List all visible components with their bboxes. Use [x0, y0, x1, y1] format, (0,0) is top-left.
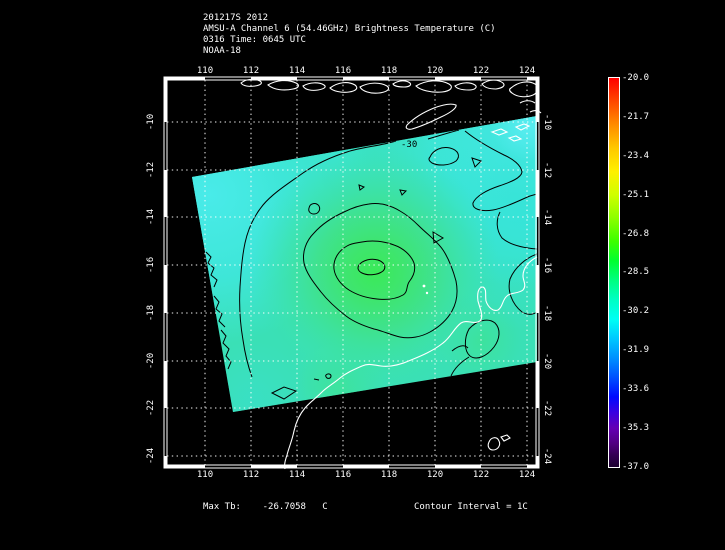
- lon-tick-label: 122: [472, 66, 490, 76]
- lat-tick-label: -24: [542, 447, 552, 465]
- colorbar-tick-label: -28.5: [622, 267, 650, 277]
- graticule: [167, 80, 536, 465]
- lon-tick-label: 116: [334, 470, 352, 480]
- title-orbit-time: 0316 Time: 0645 UTC: [203, 35, 306, 45]
- title-satellite: NOAA-18: [203, 46, 241, 56]
- lat-tick-label: -12: [146, 161, 156, 179]
- colorbar-tick-label: -31.9: [622, 345, 650, 355]
- colorbar-tick-label: -20.0: [622, 73, 650, 83]
- lon-tick-label: 112: [242, 66, 260, 76]
- lat-tick-label: -16: [146, 256, 156, 274]
- contour-29: [303, 203, 458, 339]
- colorbar-tick-label: -23.4: [622, 151, 650, 161]
- lat-tick-label: -22: [542, 399, 552, 417]
- colorbar-tick-label: -33.6: [622, 384, 650, 394]
- coast-timor: [405, 103, 457, 130]
- colorbar-tick-label: -21.7: [622, 112, 650, 122]
- contour-label-30: -30: [401, 140, 417, 150]
- lon-tick-label: 124: [518, 470, 536, 480]
- colorbar-tick-label: -26.8: [622, 229, 650, 239]
- lat-tick-label: -14: [542, 208, 552, 226]
- swath-edge-serration: [205, 251, 218, 288]
- colorbar-tick-label: -25.1: [622, 190, 650, 200]
- title-storm-id: 201217S 2012: [203, 13, 269, 23]
- lon-tick-label: 110: [196, 470, 214, 480]
- title-channel: AMSU-A Channel 6 (54.46GHz) Brightness T…: [203, 24, 496, 34]
- lon-tick-label: 118: [380, 470, 398, 480]
- coastlines: [240, 78, 542, 470]
- contour-28: [333, 240, 416, 300]
- lat-tick-label: -20: [542, 352, 552, 370]
- lat-tick-label: -14: [146, 208, 156, 226]
- contour-27: [357, 258, 386, 276]
- colorbar: [608, 77, 620, 468]
- lon-tick-label: 112: [242, 470, 260, 480]
- lat-tick-label: -18: [146, 304, 156, 322]
- lon-tick-label: 110: [196, 66, 214, 76]
- colorbar-tick-label: -30.2: [622, 306, 650, 316]
- colorbar-tick-label: -37.0: [622, 462, 650, 472]
- lon-tick-label: 116: [334, 66, 352, 76]
- lat-tick-label: -20: [146, 352, 156, 370]
- colorbar-tick-label: -35.3: [622, 423, 650, 433]
- lon-tick-label: 114: [288, 66, 306, 76]
- max-tb-text: Max Tb: -26.7058 C: [203, 502, 328, 512]
- lon-tick-label: 120: [426, 66, 444, 76]
- map-frame: [163, 76, 540, 469]
- lat-tick-label: -18: [542, 304, 552, 322]
- lat-tick-label: -22: [146, 399, 156, 417]
- lat-tick-label: -10: [542, 113, 552, 131]
- lon-tick-label: 120: [426, 470, 444, 480]
- contour-30-east: [427, 129, 460, 140]
- lat-tick-label: -16: [542, 256, 552, 274]
- lon-tick-label: 118: [380, 66, 398, 76]
- lon-tick-label: 124: [518, 66, 536, 76]
- lon-tick-label: 114: [288, 470, 306, 480]
- coast-australia: [284, 256, 538, 470]
- lat-tick-label: -12: [542, 161, 552, 179]
- swath: [192, 116, 537, 412]
- contour-interval-text: Contour Interval = 1C: [414, 502, 528, 512]
- lat-tick-label: -24: [146, 447, 156, 465]
- lat-tick-label: -10: [146, 113, 156, 131]
- lon-tick-label: 122: [472, 470, 490, 480]
